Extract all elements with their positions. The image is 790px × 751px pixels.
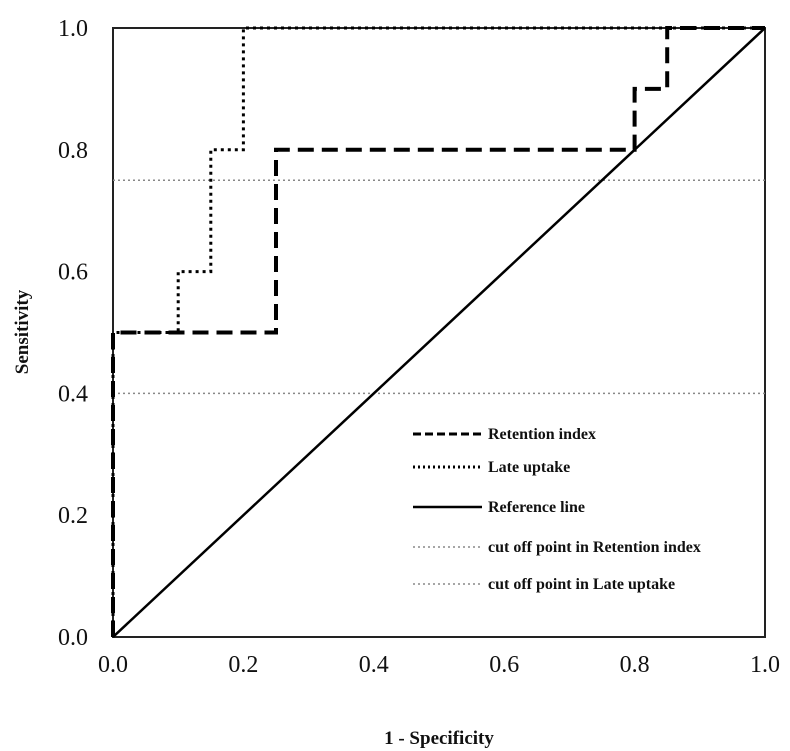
legend-label-cut-off-point-in-late-uptake: cut off point in Late uptake [488,576,675,593]
y-tick-label: 0.2 [58,503,88,529]
x-tick-label: 0.0 [98,652,128,678]
y-axis-title: Sensitivity [12,289,33,374]
y-tick-labels: 0.0 0.2 0.4 0.6 0.8 1.0 [58,16,88,651]
series-lines [111,26,766,638]
x-axis-title: 1 - Specificity [384,728,494,749]
x-tick-labels: 0.0 0.2 0.4 0.6 0.8 1.0 [98,652,780,678]
legend-label-late-uptake: Late uptake [488,459,570,476]
x-tick-label: 1.0 [750,652,780,678]
legend-label-reference-line: Reference line [488,499,585,516]
legend: Retention index Late uptake Reference line… [413,426,701,593]
x-tick-label: 0.6 [489,652,519,678]
series-line-late-uptake [111,26,765,637]
x-tick-label: 0.4 [359,652,389,678]
plot-area-frame [112,27,766,638]
legend-label-cut-off-point-in-retention-index: cut off point in Retention index [488,539,701,556]
y-tick-label: 0.0 [58,625,88,651]
series-line-reference-line [112,27,766,638]
y-tick-label: 0.8 [58,138,88,164]
y-tick-label: 0.4 [58,381,88,407]
cutoff-lines [113,179,765,395]
x-tick-label: 0.8 [620,652,650,678]
series-line-retention-index [111,26,765,637]
legend-label-retention-index: Retention index [488,426,596,443]
y-tick-label: 1.0 [58,16,88,42]
x-tick-label: 0.2 [228,652,258,678]
y-tick-label: 0.6 [58,260,88,286]
